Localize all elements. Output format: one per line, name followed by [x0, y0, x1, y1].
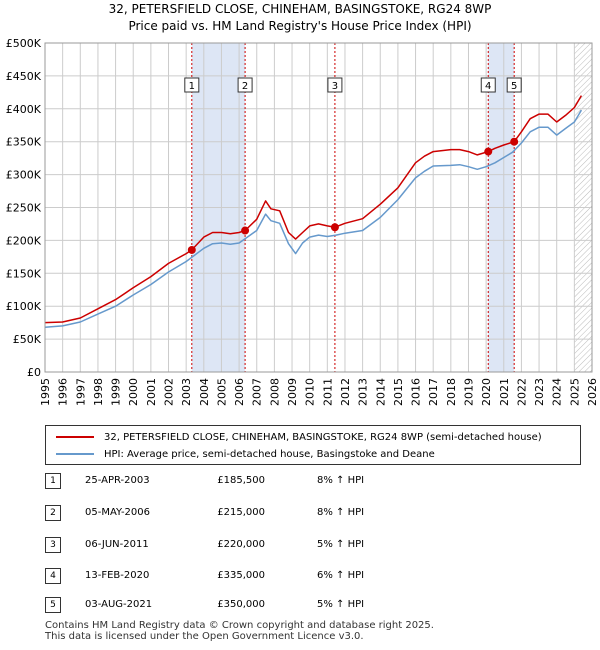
sale-point [330, 223, 339, 232]
x-tick-label: 2017 [427, 378, 440, 406]
transaction-price: £335,000 [217, 570, 265, 581]
legend: 32, PETERSFIELD CLOSE, CHINEHAM, BASINGS… [45, 425, 581, 465]
x-tick-label: 2018 [445, 378, 458, 406]
x-tick-label: 2024 [551, 378, 564, 406]
table-row: 4 13-FEB-2020 £335,000 6% ↑ HPI [45, 568, 585, 586]
x-tick-label: 2021 [498, 378, 511, 406]
y-tick-label: £250K [6, 202, 42, 215]
x-tick-label: 1998 [92, 378, 105, 406]
x-tick-label: 2002 [163, 378, 176, 406]
legend-property-swatch [56, 436, 94, 438]
x-tick-label: 2005 [215, 378, 228, 406]
x-tick-label: 2008 [268, 378, 281, 406]
transaction-price: £215,000 [217, 507, 265, 518]
x-tick-label: 2000 [127, 378, 140, 406]
plot-frame [44, 42, 593, 373]
table-row: 1 25-APR-2003 £185,500 8% ↑ HPI [45, 473, 585, 491]
x-tick-label: 1997 [74, 378, 87, 406]
transaction-hpi: 5% ↑ HPI [317, 599, 365, 610]
sale-marker-box [184, 77, 200, 93]
y-tick-label: £300K [6, 169, 42, 182]
transaction-number: 1 [45, 473, 61, 489]
transaction-hpi: 8% ↑ HPI [317, 507, 365, 518]
footer-licence: This data is licensed under the Open Gov… [45, 631, 364, 642]
x-tick-label: 2010 [304, 378, 317, 406]
transaction-price: £185,500 [217, 475, 265, 486]
y-tick-label: £0 [27, 366, 41, 379]
x-tick-label: 2025 [568, 378, 581, 406]
x-tick-label: 2022 [515, 378, 528, 406]
sale-marker-label: 2 [242, 81, 248, 92]
x-tick-label: 2026 [586, 378, 599, 406]
legend-hpi: HPI: Average price, semi-detached house,… [56, 446, 435, 462]
x-tick-label: 2012 [339, 378, 352, 406]
y-tick-label: £200K [6, 234, 42, 247]
sale-marker-box [506, 77, 522, 93]
x-tick-label: 1995 [39, 378, 52, 406]
x-tick-label: 2003 [180, 378, 193, 406]
transaction-number: 5 [45, 597, 61, 613]
legend-hpi-swatch [56, 453, 94, 455]
x-tick-label: 2019 [462, 378, 475, 406]
sale-marker-label: 5 [511, 81, 517, 92]
table-row: 2 05-MAY-2006 £215,000 8% ↑ HPI [45, 505, 585, 523]
transaction-date: 05-MAY-2006 [85, 507, 151, 518]
x-tick-label: 2015 [392, 378, 405, 406]
table-row: 3 06-JUN-2011 £220,000 5% ↑ HPI [45, 537, 585, 555]
x-tick-label: 1999 [110, 378, 123, 406]
hpi-line [44, 109, 583, 329]
sale-point [484, 147, 493, 156]
sale-point [510, 137, 519, 146]
x-tick-label: 2004 [198, 378, 211, 406]
x-tick-label: 2011 [321, 378, 334, 406]
transaction-date: 03-AUG-2021 [85, 599, 153, 610]
transaction-hpi: 5% ↑ HPI [317, 539, 365, 550]
y-tick-label: £350K [6, 136, 42, 149]
y-tick-label: £150K [6, 267, 42, 280]
x-tick-label: 2001 [145, 378, 158, 406]
x-tick-label: 1996 [57, 378, 70, 406]
transaction-number: 4 [45, 568, 61, 584]
transaction-number: 2 [45, 505, 61, 521]
sale-marker-label: 1 [189, 81, 195, 92]
sale-marker-box [480, 77, 496, 93]
sale-marker-label: 4 [485, 81, 491, 92]
x-tick-label: 2023 [533, 378, 546, 406]
sale-marker-box [237, 77, 253, 93]
sale-point [187, 245, 196, 254]
transaction-date: 13-FEB-2020 [85, 570, 150, 581]
sale-marker-box [327, 77, 343, 93]
sale-marker-label: 3 [332, 81, 338, 92]
y-tick-label: £450K [6, 70, 42, 83]
transaction-hpi: 6% ↑ HPI [317, 570, 365, 581]
chart-title: 32, PETERSFIELD CLOSE, CHINEHAM, BASINGS… [108, 2, 492, 16]
x-tick-label: 2009 [286, 378, 299, 406]
x-tick-label: 2006 [233, 378, 246, 406]
x-tick-label: 2020 [480, 378, 493, 406]
legend-property-label: 32, PETERSFIELD CLOSE, CHINEHAM, BASINGS… [104, 431, 542, 443]
x-tick-label: 2016 [410, 378, 423, 406]
legend-property: 32, PETERSFIELD CLOSE, CHINEHAM, BASINGS… [56, 429, 542, 445]
y-tick-label: £50K [13, 333, 42, 346]
y-tick-label: £500K [6, 37, 42, 50]
transaction-price: £350,000 [217, 599, 265, 610]
transaction-price: £220,000 [217, 539, 265, 550]
sale-point [241, 226, 250, 235]
transaction-hpi: 8% ↑ HPI [317, 475, 365, 486]
price-chart: 1 2 3 4 5 £0 £50K £100K £150K £200K £250K £300K £35… [6, 37, 599, 406]
legend-hpi-label: HPI: Average price, semi-detached house,… [104, 448, 435, 460]
x-tick-label: 2007 [251, 378, 264, 406]
table-row: 5 03-AUG-2021 £350,000 5% ↑ HPI [45, 597, 585, 615]
transaction-date: 25-APR-2003 [85, 475, 150, 486]
transaction-date: 06-JUN-2011 [85, 539, 149, 550]
x-tick-label: 2014 [374, 378, 387, 406]
y-tick-label: £400K [6, 103, 42, 116]
chart-subtitle: Price paid vs. HM Land Registry's House … [128, 19, 472, 33]
transaction-number: 3 [45, 537, 61, 553]
y-tick-label: £100K [6, 300, 42, 313]
x-tick-label: 2013 [357, 378, 370, 406]
footer-copyright: Contains HM Land Registry data © Crown c… [45, 620, 434, 631]
